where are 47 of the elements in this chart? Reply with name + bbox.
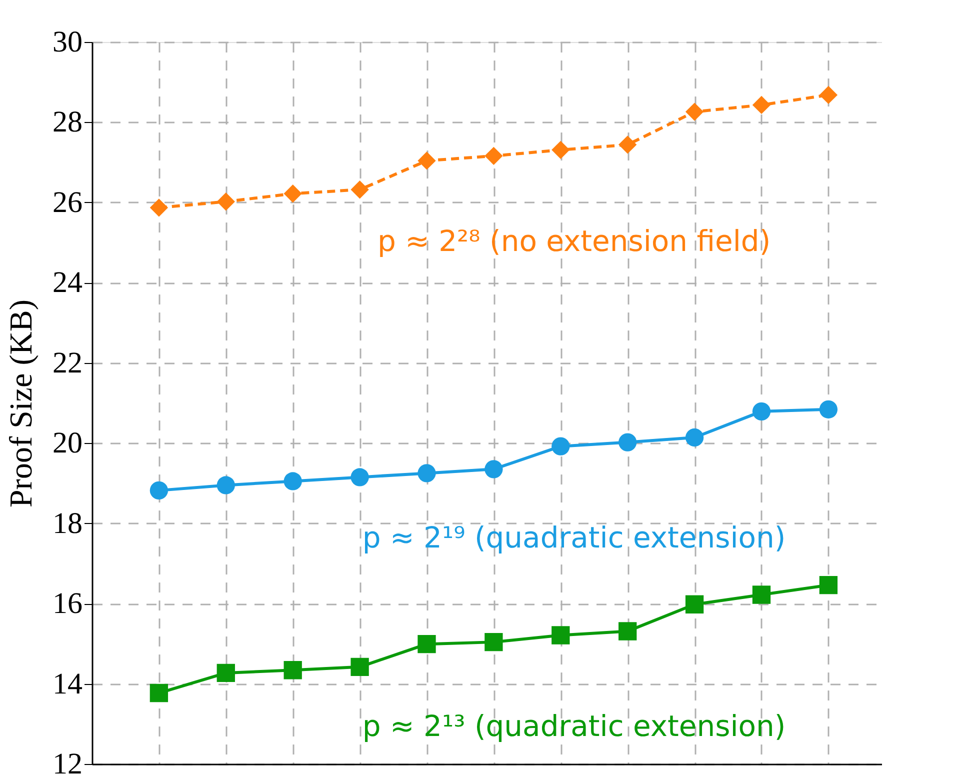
point [752,96,771,114]
point [685,428,704,447]
series-label: p ≈ 2²⁸ (no extension field) [377,224,771,258]
series-label: p ≈ 2¹³ (quadratic extension) [362,709,786,744]
y-tick-label: 12 [52,748,82,775]
point [284,472,302,490]
series-label: p ≈ 2¹⁹ (quadratic extension) [362,520,786,554]
point [618,622,637,640]
point [618,136,637,154]
y-tick-label: 30 [52,26,82,58]
point [350,180,369,199]
y-tick-label: 20 [52,426,82,460]
point [752,586,771,604]
point [685,595,704,614]
point [484,632,503,652]
point [350,468,369,486]
point [150,684,168,702]
point [216,192,235,211]
point [418,634,436,654]
point [552,626,570,644]
point [552,140,570,159]
point [284,184,302,203]
y-tick-label: 16 [52,587,82,620]
point [819,400,838,418]
point [150,198,168,217]
y-tick-label: 28 [52,106,82,139]
point [418,152,436,170]
y-tick-label: 24 [52,266,82,300]
point [150,481,168,500]
y-tick-label: 18 [52,506,82,540]
point [752,402,771,420]
y-axis-title: Proof Size (KB) [2,300,38,508]
point [418,464,436,482]
point [819,576,838,594]
point [685,102,704,121]
point [284,661,302,680]
y-tick-label: 14 [52,667,82,700]
point [618,433,637,452]
point [484,460,503,478]
y-tick-label: 26 [52,186,82,219]
point [350,658,369,676]
point [484,146,503,165]
point [819,86,838,104]
y-tick-label: 22 [52,346,82,380]
point [216,476,235,494]
point [216,664,235,682]
point [552,437,570,456]
